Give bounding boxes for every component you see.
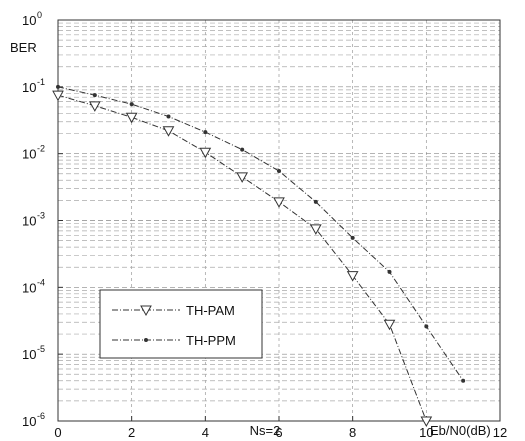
- data-point-marker: [461, 378, 466, 383]
- data-point-marker: [236, 172, 249, 183]
- y-tick-exponent: -1: [37, 77, 45, 87]
- legend: TH-PAM TH-PPM: [99, 289, 263, 359]
- data-point-marker: [88, 101, 101, 112]
- legend-label: TH-PAM: [186, 303, 235, 318]
- x-axis-label: Eb/N0(dB): [430, 423, 491, 438]
- x-axis-ticks: 0 2 4 6 8 10 12: [54, 416, 507, 440]
- data-point-marker: [383, 319, 396, 331]
- y-tick-label: 10: [22, 280, 36, 295]
- data-point-marker: [424, 324, 429, 329]
- y-tick-exponent: -5: [37, 344, 45, 354]
- x-tick-label: 2: [128, 425, 135, 440]
- data-point-marker: [240, 147, 245, 152]
- series-line: [57, 94, 427, 422]
- data-point-marker: [144, 338, 148, 342]
- y-tick-label: 10: [22, 80, 36, 95]
- data-point-marker: [387, 269, 392, 274]
- data-point-marker: [140, 305, 152, 317]
- x-tick-label: 12: [493, 425, 507, 440]
- data-point-marker: [56, 84, 60, 89]
- x-tick-label: 10: [419, 425, 433, 440]
- data-point-marker: [92, 93, 97, 98]
- y-tick-exponent: -6: [37, 411, 45, 421]
- y-tick-exponent: -3: [37, 211, 45, 221]
- series-th-ppm: [56, 84, 466, 383]
- y-tick-exponent: 0: [37, 10, 42, 20]
- data-point-marker: [125, 112, 138, 124]
- x-tick-label: 6: [275, 425, 282, 440]
- data-point-marker: [166, 114, 171, 119]
- y-tick-label: 10: [22, 13, 36, 28]
- x-tick-label: 0: [54, 425, 61, 440]
- data-point-marker: [346, 271, 359, 282]
- chart-caption: Ns=2: [250, 423, 281, 438]
- y-tick-label: 10: [22, 214, 36, 229]
- legend-label: TH-PPM: [186, 333, 236, 348]
- y-tick-label: 10: [22, 414, 36, 429]
- data-point-marker: [199, 147, 212, 159]
- data-point-marker: [162, 126, 175, 137]
- y-axis-label: BER: [10, 40, 37, 55]
- data-point-marker: [52, 90, 64, 102]
- x-tick-label: 4: [202, 425, 209, 440]
- data-point-marker: [313, 199, 318, 204]
- data-point-marker: [273, 197, 285, 208]
- y-tick-label: 10: [22, 147, 36, 162]
- data-point-marker: [277, 169, 281, 174]
- data-point-marker: [203, 130, 208, 135]
- y-tick-label: 10: [22, 347, 36, 362]
- data-point-marker: [309, 224, 322, 235]
- y-tick-exponent: -2: [37, 144, 45, 154]
- legend-box: [99, 289, 263, 359]
- series-line: [57, 86, 464, 382]
- y-tick-exponent: -4: [37, 277, 45, 287]
- grid-lines: [58, 20, 500, 421]
- data-point-marker: [129, 102, 134, 107]
- series-th-pam: [52, 90, 433, 428]
- x-tick-label: 8: [349, 425, 356, 440]
- data-point-marker: [420, 416, 433, 428]
- data-point-marker: [350, 235, 355, 240]
- series-group: [52, 84, 466, 428]
